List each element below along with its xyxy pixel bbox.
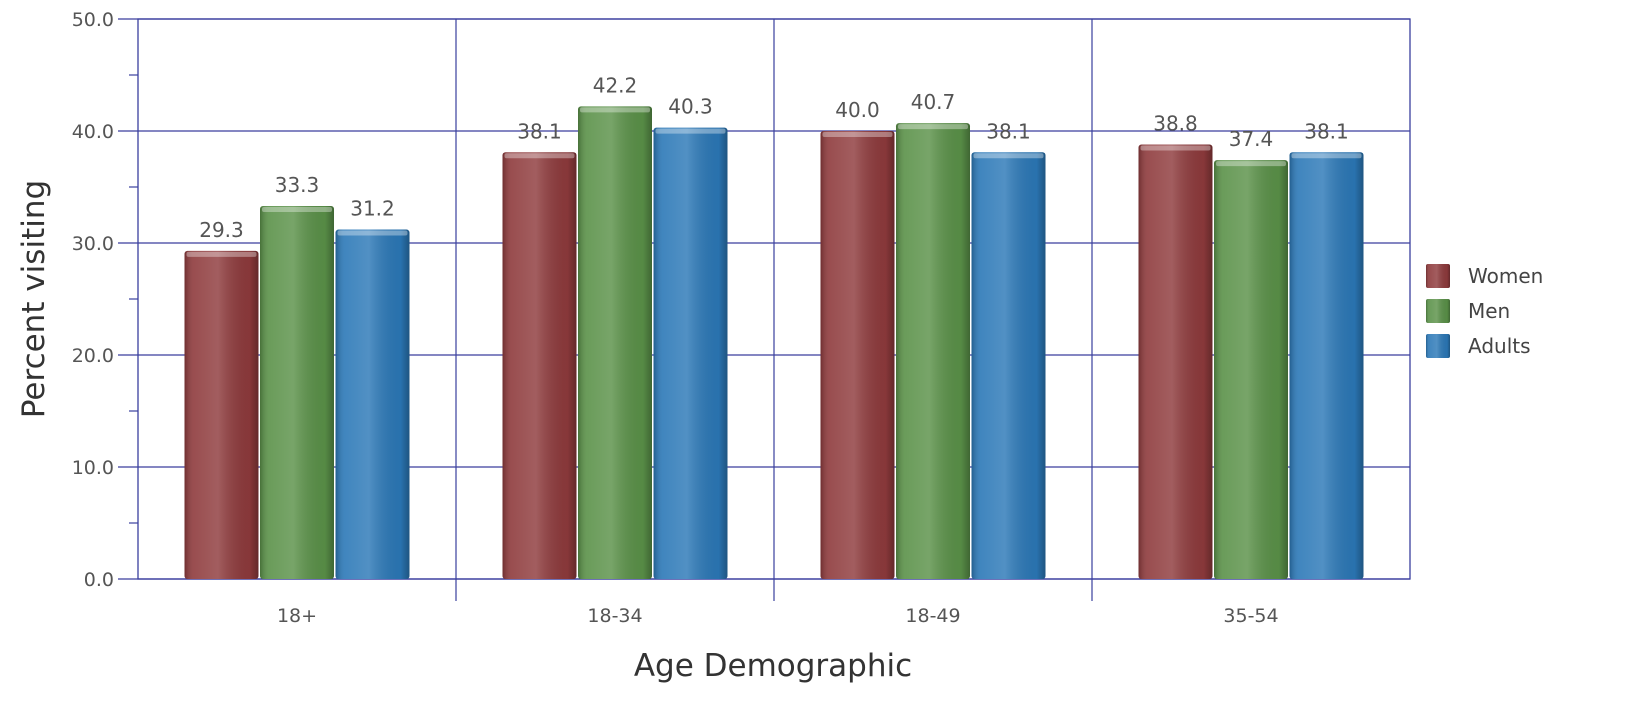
bar-men-18+ <box>260 206 334 580</box>
bar-women-35-54 <box>1138 144 1213 579</box>
y-tick-label: 20.0 <box>72 345 114 367</box>
x-tick-label: 35-54 <box>1223 605 1278 627</box>
bar-men-18-34 <box>578 106 652 580</box>
legend-swatch-shading <box>1426 334 1450 358</box>
bar-women-18+ <box>184 250 259 579</box>
data-label: 38.1 <box>986 119 1031 143</box>
bar-top-highlight <box>504 153 575 159</box>
data-label: 38.1 <box>517 119 562 143</box>
data-label: 29.3 <box>199 218 244 242</box>
bar-shading <box>1289 152 1364 579</box>
legend: Women Men Adults <box>1426 264 1543 358</box>
bar-shading <box>335 229 410 579</box>
legend-item-women: Women <box>1426 264 1543 288</box>
x-tick-label: 18-49 <box>905 605 960 627</box>
data-label: 33.3 <box>275 173 320 197</box>
y-tick-label: 40.0 <box>72 121 114 143</box>
bar-adults-18+ <box>335 229 410 579</box>
bar-top-highlight <box>655 128 726 134</box>
bar-shading <box>971 152 1046 579</box>
y-tick-label: 50.0 <box>72 9 114 31</box>
data-label: 40.7 <box>911 90 956 114</box>
bar-top-highlight <box>262 207 332 213</box>
bar-top-highlight <box>973 153 1044 159</box>
bar-adults-18-49 <box>971 152 1046 579</box>
x-tick-label: 18+ <box>277 605 317 627</box>
data-labels: 29.3 33.3 31.2 38.1 42.2 40.3 40.0 40.7 38.1 38.8… <box>199 73 1349 241</box>
bar-shading <box>184 250 259 579</box>
bar-shading <box>1138 144 1213 579</box>
legend-label: Women <box>1468 264 1543 288</box>
legend-label: Adults <box>1468 334 1531 358</box>
data-label: 40.3 <box>668 95 713 119</box>
bar-men-18-49 <box>896 123 970 579</box>
bar-shading <box>1214 160 1288 579</box>
legend-item-men: Men <box>1426 299 1510 323</box>
y-axis-title: Percent visiting <box>16 180 52 418</box>
bar-top-highlight <box>1216 161 1286 167</box>
bar-shading <box>820 131 895 579</box>
bar-shading <box>260 206 334 580</box>
bar-top-highlight <box>822 132 893 137</box>
bar-shading <box>896 123 970 579</box>
bar-adults-18-34 <box>653 127 728 579</box>
data-label: 42.2 <box>593 73 638 97</box>
bar-men-35-54 <box>1214 160 1288 579</box>
bar-women-18-49 <box>820 131 895 579</box>
y-tick-label: 0.0 <box>84 569 114 591</box>
bar-top-highlight <box>1291 153 1362 159</box>
bar-top-highlight <box>898 124 968 130</box>
bar-shading <box>502 152 577 579</box>
bar-top-highlight <box>1140 145 1211 151</box>
y-tick-label: 10.0 <box>72 457 114 479</box>
x-tick-label: 18-34 <box>587 605 642 627</box>
tick-labels: 0.0 10.0 20.0 30.0 40.0 50.0 18+ 18-34 18-49 35-5… <box>72 9 1279 627</box>
bar-top-highlight <box>580 107 650 113</box>
data-label: 38.1 <box>1304 119 1349 143</box>
bar-adults-35-54 <box>1289 152 1364 579</box>
y-tick-label: 30.0 <box>72 233 114 255</box>
data-label: 40.0 <box>835 98 880 122</box>
legend-item-adults: Adults <box>1426 334 1531 358</box>
x-axis-title: Age Demographic <box>634 648 912 684</box>
bar-top-highlight <box>186 251 257 257</box>
legend-label: Men <box>1468 299 1510 323</box>
bar-marks <box>184 106 1364 580</box>
data-label: 37.4 <box>1229 127 1274 151</box>
legend-swatch-shading <box>1426 299 1450 323</box>
bar-shading <box>578 106 652 580</box>
data-label: 38.8 <box>1153 111 1198 135</box>
bar-women-18-34 <box>502 152 577 579</box>
legend-swatch-shading <box>1426 264 1450 288</box>
bar-top-highlight <box>337 230 408 236</box>
data-label: 31.2 <box>350 197 395 221</box>
bar-shading <box>653 127 728 579</box>
